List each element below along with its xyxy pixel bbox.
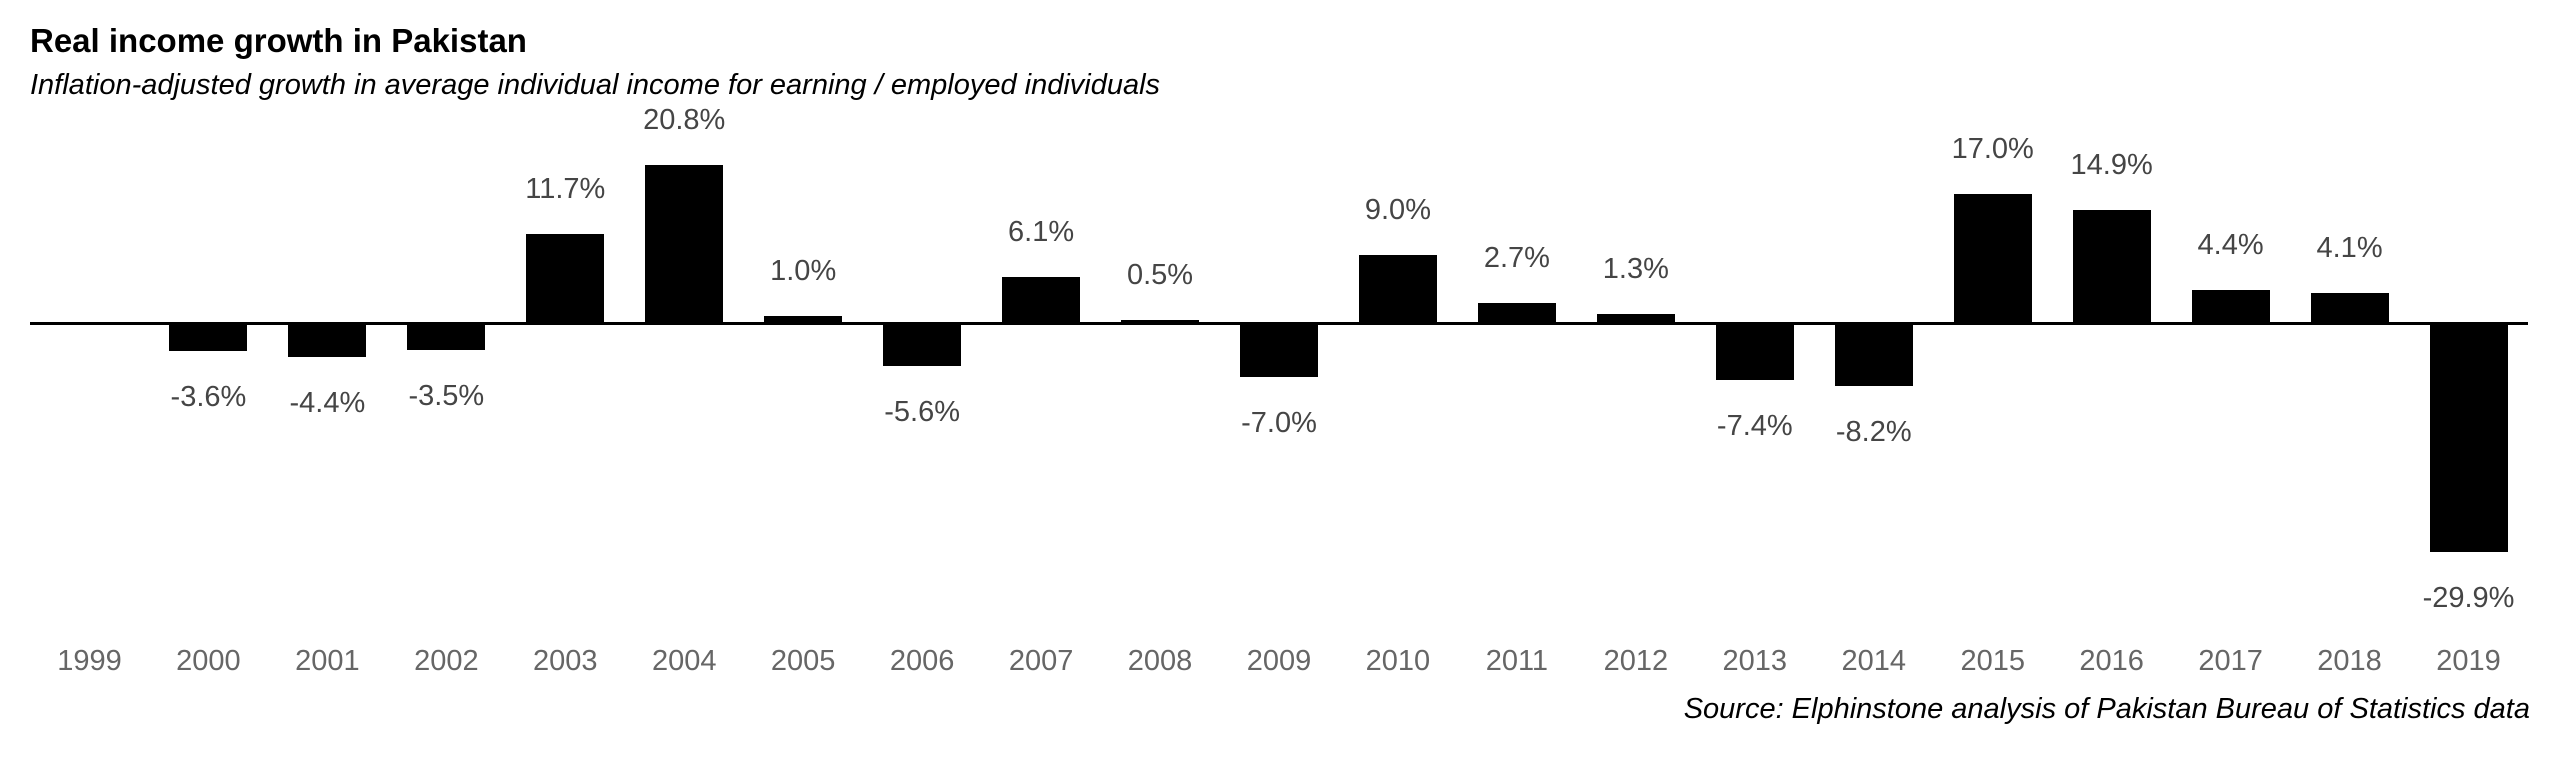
- bar-2006: [883, 323, 962, 366]
- value-label: -5.6%: [884, 396, 961, 428]
- bar-2014: [1834, 323, 1913, 386]
- x-axis-tick-label: 1999: [57, 645, 122, 677]
- value-label: 6.1%: [1008, 216, 1075, 248]
- x-axis-tick-label: 2005: [770, 645, 836, 677]
- x-axis-tick-label: 2000: [176, 645, 241, 677]
- value-label: 14.9%: [2070, 149, 2153, 181]
- bar-2019: [2429, 323, 2508, 552]
- source-note: Source: Elphinstone analysis of Pakistan…: [1683, 693, 2530, 725]
- chart-subtitle: Inflation-adjusted growth in average ind…: [30, 69, 1161, 101]
- bar-2002: [407, 323, 486, 350]
- x-axis-tick-label: 2011: [1485, 645, 1549, 677]
- value-label: -3.5%: [408, 380, 485, 412]
- bar-2003: [526, 234, 605, 324]
- bar-2007: [1002, 277, 1081, 324]
- value-label: -7.0%: [1241, 407, 1317, 439]
- value-label: 20.8%: [643, 104, 726, 136]
- value-label: 2.7%: [1483, 242, 1550, 274]
- value-label: -8.2%: [1835, 416, 1912, 448]
- x-axis-tick-label: 2001: [295, 645, 360, 677]
- x-axis-tick-label: 2012: [1603, 645, 1669, 677]
- x-axis-tick-label: 2010: [1365, 645, 1431, 677]
- value-label: -4.4%: [289, 387, 366, 419]
- bar-2009: [1240, 323, 1318, 377]
- value-label: 9.0%: [1364, 194, 1431, 226]
- x-axis-tick-label: 2017: [2198, 645, 2263, 677]
- x-axis-tick-label: 2016: [2079, 645, 2144, 677]
- bar-2001: [288, 323, 367, 357]
- value-label: 11.7%: [525, 173, 606, 205]
- chart-title: Real income growth in Pakistan: [30, 22, 527, 59]
- bar-2005: [764, 316, 843, 324]
- value-label: 0.5%: [1126, 259, 1194, 291]
- x-axis-tick-label: 2006: [889, 645, 955, 677]
- bar-2010: [1358, 255, 1437, 324]
- x-axis-tick-label: 2007: [1008, 645, 1074, 677]
- bar-2017: [2191, 290, 2270, 324]
- bar-2004: [645, 165, 724, 324]
- x-axis-tick-label: 2018: [2317, 645, 2382, 677]
- x-axis-line: [30, 322, 2528, 325]
- x-axis-tick-label: 2009: [1246, 645, 1312, 677]
- value-label: -7.4%: [1716, 410, 1793, 442]
- value-label: 4.1%: [2316, 232, 2383, 264]
- x-axis-tick-label: 2002: [414, 645, 479, 677]
- value-label: 17.0%: [1951, 133, 2034, 165]
- bar-2012: [1596, 314, 1675, 324]
- bar-2016: [2072, 210, 2151, 324]
- value-label: -3.6%: [170, 381, 247, 413]
- bar-2013: [1715, 323, 1794, 380]
- bar-2000: [169, 323, 248, 351]
- x-axis-tick-label: 2004: [651, 645, 717, 677]
- value-label: 4.4%: [2197, 229, 2264, 261]
- x-axis-tick-label: 2014: [1841, 645, 1906, 677]
- value-label: 1.0%: [770, 255, 837, 287]
- value-label: 1.3%: [1602, 253, 1669, 285]
- value-label: -29.9%: [2422, 582, 2515, 614]
- x-axis-tick-label: 2008: [1127, 645, 1193, 677]
- bar-2015: [1953, 194, 2032, 324]
- x-axis-tick-label: 2003: [533, 645, 598, 677]
- x-axis-tick-label: 2019: [2436, 645, 2501, 677]
- bar-2018: [2310, 293, 2389, 324]
- x-axis-tick-label: 2015: [1960, 645, 2025, 677]
- bar-2011: [1477, 303, 1556, 324]
- x-axis-tick-label: 2013: [1722, 645, 1788, 677]
